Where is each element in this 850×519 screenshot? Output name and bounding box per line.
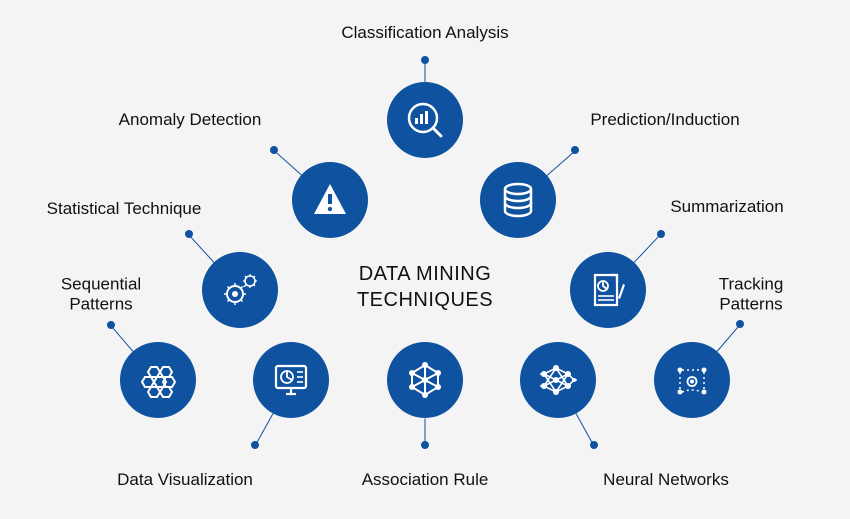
- node-sequential: [120, 342, 196, 418]
- monitor-pie-icon: [271, 360, 311, 400]
- connector-dot: [421, 441, 429, 449]
- warning-icon: [310, 180, 350, 220]
- node-prediction: [480, 162, 556, 238]
- center-title: DATA MININGTECHNIQUES: [357, 261, 493, 313]
- neural-icon: [538, 360, 578, 400]
- label-summarization: Summarization: [670, 197, 783, 217]
- connector-dot: [107, 321, 115, 329]
- magnify-chart-icon: [405, 100, 445, 140]
- connector-dot: [185, 230, 193, 238]
- label-anomaly: Anomaly Detection: [119, 110, 262, 130]
- label-prediction: Prediction/Induction: [590, 110, 739, 130]
- node-tracking: [654, 342, 730, 418]
- node-classification: [387, 82, 463, 158]
- connector-dot: [251, 441, 259, 449]
- database-icon: [498, 180, 538, 220]
- label-statistical: Statistical Technique: [47, 199, 202, 219]
- connector-dot: [270, 146, 278, 154]
- label-neural: Neural Networks: [603, 470, 729, 490]
- label-classification: Classification Analysis: [341, 23, 508, 43]
- connector-dot: [571, 146, 579, 154]
- report-icon: [588, 270, 628, 310]
- connector-line: [111, 325, 134, 352]
- connector-dot: [657, 230, 665, 238]
- node-statistical: [202, 252, 278, 328]
- node-anomaly: [292, 162, 368, 238]
- connector-dot: [590, 441, 598, 449]
- honeycomb-icon: [138, 360, 178, 400]
- node-summarization: [570, 252, 646, 328]
- node-dataviz: [253, 342, 329, 418]
- label-sequential: SequentialPatterns: [61, 275, 141, 316]
- diagram-canvas: { "title": "DATA MINING\nTECHNIQUES", "t…: [0, 0, 850, 519]
- connector-line: [274, 150, 302, 175]
- graph-icon: [405, 360, 445, 400]
- label-tracking: TrackingPatterns: [719, 275, 784, 316]
- connector-dot: [421, 56, 429, 64]
- connector-line: [634, 234, 662, 263]
- label-association: Association Rule: [362, 470, 489, 490]
- gear-bulb-icon: [220, 270, 260, 310]
- connector-line: [716, 324, 740, 352]
- label-dataviz: Data Visualization: [117, 470, 253, 490]
- connector-line: [189, 234, 215, 263]
- connector-dot: [736, 320, 744, 328]
- connector-line: [546, 150, 575, 176]
- node-neural: [520, 342, 596, 418]
- path-dots-icon: [672, 360, 712, 400]
- node-association: [387, 342, 463, 418]
